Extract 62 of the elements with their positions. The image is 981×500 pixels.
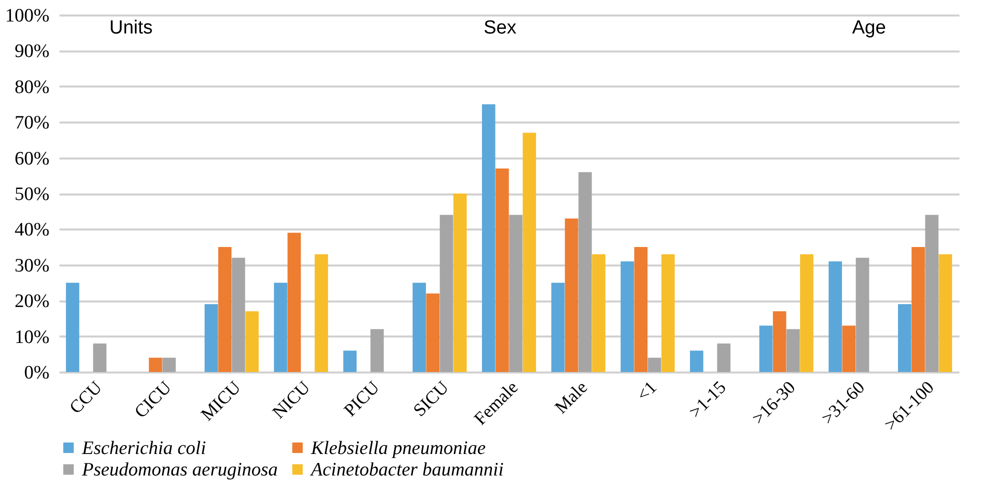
bar [717, 343, 730, 372]
bar [426, 293, 440, 372]
bar [314, 254, 328, 372]
y-tick-label: 50% [14, 184, 50, 205]
bar [440, 214, 454, 372]
bar [690, 350, 704, 372]
bar [592, 254, 606, 372]
annotation: Units [109, 17, 153, 38]
bar [661, 254, 675, 372]
bar [453, 194, 467, 372]
bar [218, 247, 232, 372]
annotation: Sex [484, 17, 517, 38]
y-tick-label: 90% [14, 41, 50, 62]
bar [564, 218, 578, 372]
y-tick-label: 70% [14, 112, 50, 134]
bar [343, 350, 357, 372]
bar [898, 304, 912, 372]
bar [938, 254, 952, 372]
annotation: Age [852, 17, 886, 38]
bar [551, 282, 565, 372]
y-tick-label: 10% [14, 326, 50, 348]
bar [482, 104, 496, 372]
bar [412, 282, 426, 372]
bar [842, 326, 856, 372]
bar [162, 358, 176, 372]
bar [648, 358, 662, 372]
x-tick-label: <1 [632, 377, 660, 405]
y-tick-label: 80% [14, 76, 50, 98]
bar [759, 326, 773, 372]
bar [370, 329, 384, 372]
bar [828, 261, 842, 372]
bar [522, 132, 536, 372]
y-tick-label: 100% [5, 6, 50, 26]
bar [856, 258, 870, 372]
legend-label: Pseudomonas aeruginosa [81, 460, 278, 480]
bar [800, 254, 814, 372]
bar [274, 282, 288, 372]
y-tick-label: 20% [14, 291, 50, 312]
bar [148, 358, 162, 372]
bar [288, 232, 301, 372]
y-tick-label: 30% [14, 255, 50, 276]
bar [912, 247, 925, 372]
y-tick-label: 60% [14, 148, 50, 170]
bar [620, 261, 634, 372]
bar [772, 311, 786, 372]
legend-label: Klebsiella pneumoniae [310, 438, 486, 459]
bar [245, 311, 259, 372]
bar [634, 247, 648, 372]
bar [496, 168, 509, 372]
bar [66, 282, 80, 372]
legend-label: Acinetobacter baumannii [309, 460, 504, 480]
bar [786, 329, 800, 372]
bar [578, 172, 592, 372]
y-tick-label: 40% [14, 220, 50, 241]
bar [93, 343, 106, 372]
bar [232, 258, 246, 372]
bar [204, 304, 218, 372]
bar [925, 214, 938, 372]
legend-label: Escherichia coli [81, 438, 206, 459]
x-tick-label: Male [550, 377, 592, 418]
y-tick-label: 0% [24, 362, 50, 384]
bar [509, 214, 522, 372]
